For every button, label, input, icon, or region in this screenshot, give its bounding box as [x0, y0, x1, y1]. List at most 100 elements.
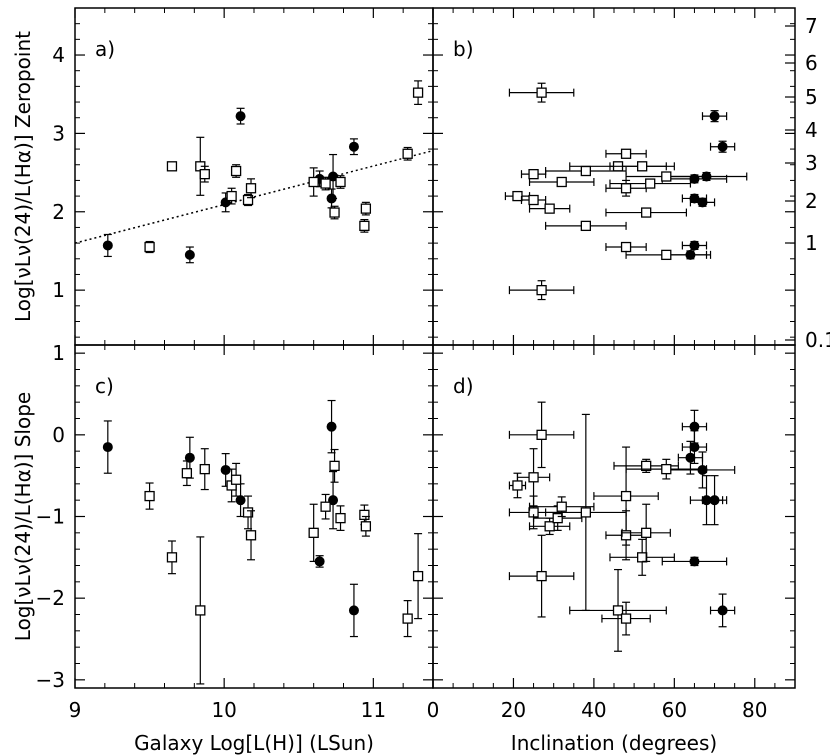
data-point-filled	[709, 111, 720, 122]
y-axis-label-slope: Log[νLν(24)/L(Hα)] Slope	[11, 392, 35, 641]
data-point-open	[661, 249, 672, 261]
panel-d: d) 0 20 40 60 80	[427, 344, 796, 722]
data-point-open	[544, 521, 555, 532]
fit-line	[74, 149, 434, 244]
data-point-filled	[348, 141, 359, 152]
data-point-open	[612, 605, 624, 616]
data-point-open	[620, 241, 632, 253]
data-point-filled	[689, 421, 700, 432]
data-point-open	[637, 161, 648, 172]
data-point-open	[412, 87, 424, 98]
panel-d-marks	[508, 401, 736, 652]
panel-b: b) 7 6 5 4 3 2 1 0.1	[432, 7, 830, 352]
data-point-open	[512, 480, 523, 491]
data-point-filled	[220, 464, 231, 475]
data-point-open	[536, 284, 547, 296]
panel-b-marks	[504, 82, 748, 301]
panel-c-marks	[102, 399, 424, 685]
data-point-filled	[102, 240, 113, 251]
data-point-open	[230, 165, 242, 177]
data-point-filled	[689, 556, 700, 567]
panel-c-frame	[74, 344, 434, 689]
data-point-filled	[689, 442, 700, 453]
right-axis-label: 6	[805, 51, 818, 75]
data-point-open	[620, 490, 632, 502]
right-axis-label: 1	[805, 231, 818, 255]
y-tick-label: −3	[36, 668, 65, 692]
data-point-open	[536, 87, 547, 98]
data-point-open	[242, 507, 254, 518]
y-tick-label: 0	[52, 423, 65, 447]
data-point-open	[556, 176, 567, 188]
x-tick-label: 60	[662, 698, 687, 722]
data-point-open	[620, 183, 632, 194]
data-point-filled	[697, 197, 708, 208]
y-tick-label: 1	[52, 278, 65, 302]
data-point-open	[556, 501, 567, 512]
data-point-open	[412, 570, 424, 582]
data-point-open	[308, 176, 319, 188]
right-axis-label: 0.1	[805, 328, 830, 352]
data-point-filled	[184, 452, 195, 463]
data-point-open	[226, 190, 237, 202]
x-tick-label: 10	[211, 698, 236, 722]
y-axis-label-zeropoint: Log[νLν(24)/L(Hα)] Zeropoint	[11, 31, 35, 322]
panel-b-label: b)	[453, 37, 474, 61]
data-point-open	[329, 460, 340, 472]
y-tick-label: −2	[36, 586, 65, 610]
panel-c-label: c)	[95, 374, 114, 398]
data-point-filled	[717, 605, 728, 616]
data-point-open	[308, 527, 319, 538]
data-point-open	[512, 190, 523, 202]
y-tick-label: 1	[52, 341, 65, 365]
data-point-open	[528, 168, 539, 180]
data-point-open	[580, 220, 591, 232]
data-point-open	[580, 165, 591, 177]
data-point-open	[199, 168, 210, 180]
data-point-open	[661, 463, 672, 475]
data-point-open	[580, 507, 591, 518]
x-axis-label-inclination: Inclination (degrees)	[511, 731, 717, 755]
x-tick-label: 20	[501, 698, 526, 722]
data-point-filled	[326, 421, 337, 432]
data-point-open	[645, 178, 656, 189]
data-point-open	[641, 460, 652, 472]
data-point-open	[245, 183, 257, 194]
x-tick-label: 9	[69, 698, 82, 722]
data-point-open	[144, 241, 155, 253]
data-point-open	[637, 552, 648, 563]
y-tick-label: 4	[52, 43, 65, 67]
data-point-open	[329, 207, 340, 218]
data-point-filled	[328, 171, 339, 182]
data-point-open	[335, 512, 346, 524]
y-tick-label: 3	[52, 121, 65, 145]
data-point-filled	[685, 452, 696, 463]
x-tick-label: 40	[581, 698, 606, 722]
x-axis-label-luminosity: Galaxy Log[L(H)] (LSun)	[134, 731, 374, 755]
data-point-open	[360, 203, 372, 214]
data-point-open	[528, 194, 539, 206]
data-point-filled	[328, 495, 339, 506]
data-point-open	[320, 501, 331, 512]
data-point-open	[661, 171, 672, 182]
data-point-open	[641, 527, 652, 538]
data-point-open	[195, 605, 206, 616]
data-point-filled	[689, 173, 700, 184]
data-point-open	[620, 613, 632, 624]
data-point-filled	[717, 141, 728, 152]
data-point-open	[359, 220, 370, 232]
right-axis-label: 5	[805, 85, 818, 109]
data-point-open	[528, 472, 539, 483]
right-axis-label: 3	[805, 151, 818, 175]
data-point-open	[536, 570, 547, 582]
data-point-open	[536, 429, 547, 440]
data-point-open	[544, 203, 555, 214]
data-point-open	[359, 509, 370, 521]
right-axis-label: 7	[805, 14, 818, 38]
data-point-open	[144, 490, 155, 502]
data-point-filled	[235, 495, 246, 506]
data-point-open	[166, 552, 178, 563]
x-tick-label: 80	[742, 698, 767, 722]
data-point-open	[402, 148, 413, 159]
